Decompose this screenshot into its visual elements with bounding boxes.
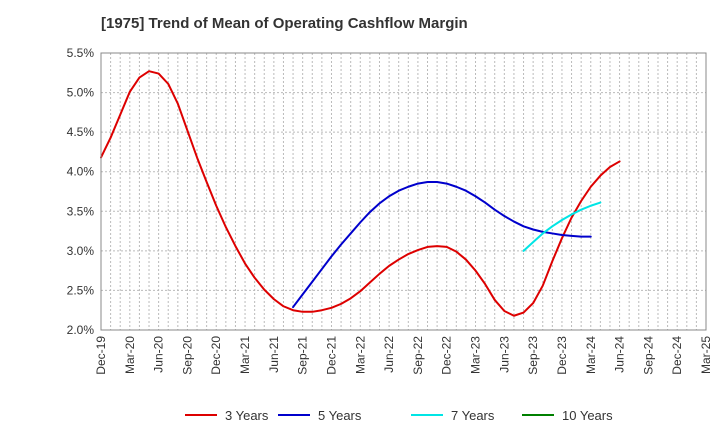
plot-frame: [100, 52, 707, 331]
x-tick-label: Mar-23: [469, 336, 483, 374]
y-tick-label: 2.5%: [67, 283, 95, 297]
y-tick-label: 5.0%: [67, 86, 95, 100]
axes: [100, 52, 707, 331]
x-tick-label: Sep-20: [180, 336, 194, 375]
x-tick-label: Jun-22: [382, 336, 396, 373]
x-tick-label: Jun-24: [613, 336, 627, 373]
x-tick-label: Dec-20: [209, 336, 223, 375]
x-tick-label: Mar-20: [123, 336, 137, 374]
y-tick-label: 3.5%: [67, 204, 95, 218]
x-tick-label: Dec-21: [324, 336, 338, 375]
y-tick-label: 4.5%: [67, 125, 95, 139]
x-tick-label: Dec-19: [94, 336, 108, 375]
x-tick-label: Mar-24: [584, 336, 598, 374]
y-tick-label: 2.0%: [67, 323, 95, 337]
legend-label: 7 Years: [451, 408, 495, 423]
series-lines: [100, 70, 621, 317]
y-axis-ticks: 2.0% 2.5% 3.0% 3.5% 4.0% 4.5% 5.0% 5.5%: [67, 46, 95, 337]
legend-label: 5 Years: [318, 408, 362, 423]
y-tick-label: 5.5%: [67, 46, 95, 60]
legend: 3 Years 5 Years 7 Years 10 Years: [185, 408, 613, 423]
x-tick-label: Mar-25: [699, 336, 713, 374]
x-axis-ticks: Dec-19 Mar-20 Jun-20 Sep-20 Dec-20 Mar-21 Jun-…: [94, 336, 713, 375]
x-tick-label: Dec-24: [670, 336, 684, 375]
legend-label: 3 Years: [225, 408, 269, 423]
y-tick-label: 3.0%: [67, 244, 95, 258]
plot-background: [101, 53, 706, 330]
x-tick-label: Dec-22: [440, 336, 454, 375]
series-line: [100, 70, 621, 317]
x-tick-label: Sep-21: [296, 336, 310, 375]
x-tick-label: Sep-23: [526, 336, 540, 375]
plot-area: [101, 53, 706, 330]
x-tick-label: Jun-20: [152, 336, 166, 373]
x-tick-label: Mar-22: [353, 336, 367, 374]
series-line: [292, 181, 592, 309]
x-tick-label: Jun-23: [497, 336, 511, 373]
y-tick-label: 4.0%: [67, 165, 95, 179]
x-tick-label: Dec-23: [555, 336, 569, 375]
x-tick-label: Mar-21: [238, 336, 252, 374]
chart-title: [1975] Trend of Mean of Operating Cashfl…: [101, 15, 468, 32]
series-line: [522, 201, 602, 252]
x-tick-label: Jun-21: [267, 336, 281, 373]
x-tick-label: Sep-24: [641, 336, 655, 375]
x-tick-label: Sep-22: [411, 336, 425, 375]
legend-label: 10 Years: [562, 408, 613, 423]
